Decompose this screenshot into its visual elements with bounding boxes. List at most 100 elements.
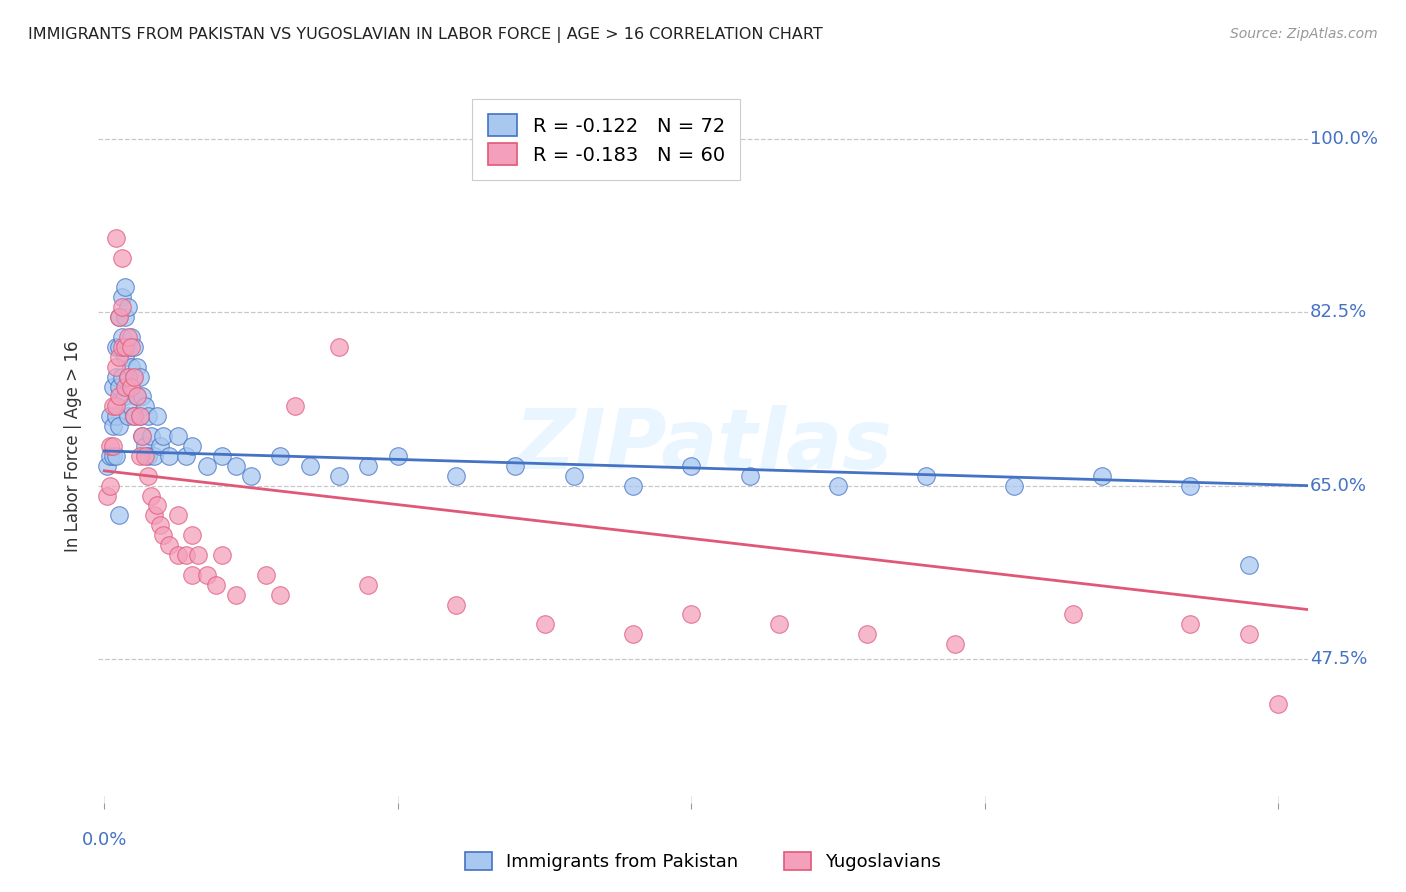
Point: [621, 478, 644, 492]
Text: 47.5%: 47.5%: [1310, 650, 1368, 668]
Point: [117, 340, 139, 354]
Point: [117, 369, 139, 384]
Point: [125, 359, 148, 374]
Point: [1180, 617, 1202, 632]
Point: [298, 458, 321, 473]
Point: [98, 439, 121, 453]
Point: [1237, 558, 1260, 572]
Point: [738, 468, 761, 483]
Point: [114, 340, 136, 354]
Point: [114, 280, 136, 294]
Point: [117, 330, 139, 344]
Point: [98, 449, 121, 463]
Point: [108, 389, 131, 403]
Point: [141, 429, 163, 443]
Point: [136, 409, 159, 424]
Point: [141, 489, 163, 503]
Point: [105, 400, 128, 414]
Point: [134, 439, 156, 453]
Point: [562, 468, 585, 483]
Point: [1002, 478, 1025, 492]
Point: [195, 567, 218, 582]
Legend: R = -0.122   N = 72, R = -0.183   N = 60: R = -0.122 N = 72, R = -0.183 N = 60: [472, 99, 741, 180]
Point: [446, 468, 468, 483]
Point: [856, 627, 879, 641]
Point: [166, 508, 188, 523]
Point: [284, 400, 307, 414]
Text: 100.0%: 100.0%: [1310, 129, 1378, 148]
Point: [269, 588, 291, 602]
Point: [122, 340, 145, 354]
Point: [204, 578, 226, 592]
Point: [128, 409, 150, 424]
Point: [128, 369, 150, 384]
Point: [122, 409, 145, 424]
Point: [101, 439, 124, 453]
Point: [117, 300, 139, 314]
Point: [105, 369, 128, 384]
Point: [120, 400, 142, 414]
Point: [128, 409, 150, 424]
Text: 82.5%: 82.5%: [1310, 303, 1367, 321]
Point: [96, 458, 118, 473]
Point: [187, 548, 209, 562]
Point: [143, 449, 166, 463]
Point: [915, 468, 938, 483]
Point: [181, 528, 204, 542]
Point: [114, 389, 136, 403]
Point: [108, 340, 131, 354]
Point: [105, 231, 128, 245]
Point: [117, 369, 139, 384]
Point: [96, 489, 118, 503]
Point: [269, 449, 291, 463]
Point: [105, 409, 128, 424]
Point: [114, 350, 136, 364]
Point: [1180, 478, 1202, 492]
Point: [357, 578, 380, 592]
Point: [681, 458, 703, 473]
Point: [240, 468, 263, 483]
Point: [146, 409, 169, 424]
Point: [108, 379, 131, 393]
Y-axis label: In Labor Force | Age > 16: In Labor Force | Age > 16: [65, 340, 83, 552]
Point: [254, 567, 277, 582]
Point: [503, 458, 526, 473]
Point: [101, 400, 124, 414]
Point: [328, 468, 350, 483]
Point: [108, 419, 131, 434]
Point: [111, 330, 134, 344]
Point: [114, 310, 136, 325]
Point: [111, 369, 134, 384]
Point: [166, 548, 188, 562]
Point: [136, 449, 159, 463]
Point: [98, 409, 121, 424]
Point: [111, 251, 134, 265]
Point: [134, 449, 156, 463]
Point: [98, 478, 121, 492]
Point: [211, 548, 233, 562]
Point: [122, 409, 145, 424]
Point: [131, 429, 153, 443]
Point: [152, 429, 174, 443]
Point: [195, 458, 218, 473]
Text: Source: ZipAtlas.com: Source: ZipAtlas.com: [1230, 27, 1378, 41]
Point: [1062, 607, 1084, 622]
Point: [181, 439, 204, 453]
Point: [149, 439, 172, 453]
Point: [149, 518, 172, 533]
Point: [108, 350, 131, 364]
Point: [134, 400, 156, 414]
Point: [117, 409, 139, 424]
Point: [827, 478, 849, 492]
Point: [681, 607, 703, 622]
Point: [146, 499, 169, 513]
Point: [108, 508, 131, 523]
Point: [108, 310, 131, 325]
Point: [621, 627, 644, 641]
Point: [176, 548, 198, 562]
Point: [125, 389, 148, 403]
Point: [136, 468, 159, 483]
Point: [111, 340, 134, 354]
Point: [111, 290, 134, 304]
Point: [120, 330, 142, 344]
